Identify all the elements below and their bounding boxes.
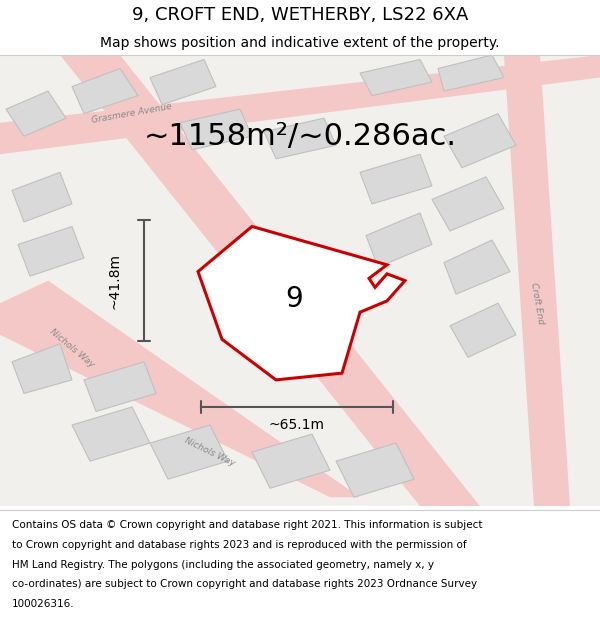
Text: Nichols Way: Nichols Way: [48, 328, 96, 369]
Polygon shape: [180, 109, 252, 150]
Polygon shape: [360, 59, 432, 96]
Text: Grasmere Avenue: Grasmere Avenue: [91, 102, 173, 125]
Polygon shape: [12, 173, 72, 222]
Polygon shape: [60, 55, 480, 506]
Polygon shape: [0, 55, 600, 154]
Polygon shape: [252, 434, 330, 488]
Text: ~65.1m: ~65.1m: [269, 418, 325, 432]
Polygon shape: [84, 362, 156, 411]
Text: HM Land Registry. The polygons (including the associated geometry, namely x, y: HM Land Registry. The polygons (includin…: [12, 560, 434, 570]
Text: Croft End: Croft End: [529, 282, 545, 325]
Polygon shape: [264, 118, 336, 159]
Polygon shape: [0, 281, 360, 498]
Text: to Crown copyright and database rights 2023 and is reproduced with the permissio: to Crown copyright and database rights 2…: [12, 540, 467, 550]
Text: 100026316.: 100026316.: [12, 599, 74, 609]
Text: Nichols Way: Nichols Way: [184, 436, 236, 468]
Text: 9, CROFT END, WETHERBY, LS22 6XA: 9, CROFT END, WETHERBY, LS22 6XA: [132, 6, 468, 24]
Polygon shape: [12, 344, 72, 394]
Polygon shape: [366, 213, 432, 267]
Polygon shape: [72, 69, 138, 114]
Polygon shape: [18, 226, 84, 276]
Text: ~1158m²/~0.286ac.: ~1158m²/~0.286ac.: [143, 122, 457, 151]
Polygon shape: [444, 240, 510, 294]
Polygon shape: [432, 177, 504, 231]
Polygon shape: [444, 114, 516, 168]
Polygon shape: [360, 154, 432, 204]
Text: ~41.8m: ~41.8m: [107, 253, 121, 309]
Text: co-ordinates) are subject to Crown copyright and database rights 2023 Ordnance S: co-ordinates) are subject to Crown copyr…: [12, 579, 477, 589]
Text: Map shows position and indicative extent of the property.: Map shows position and indicative extent…: [100, 36, 500, 50]
Polygon shape: [72, 407, 150, 461]
Text: 9: 9: [285, 284, 303, 312]
Polygon shape: [198, 226, 405, 380]
Polygon shape: [504, 55, 570, 506]
Polygon shape: [150, 59, 216, 104]
Polygon shape: [450, 303, 516, 358]
Polygon shape: [150, 425, 228, 479]
Polygon shape: [6, 91, 66, 136]
Text: Contains OS data © Crown copyright and database right 2021. This information is : Contains OS data © Crown copyright and d…: [12, 521, 482, 531]
Polygon shape: [438, 55, 504, 91]
Polygon shape: [336, 443, 414, 498]
